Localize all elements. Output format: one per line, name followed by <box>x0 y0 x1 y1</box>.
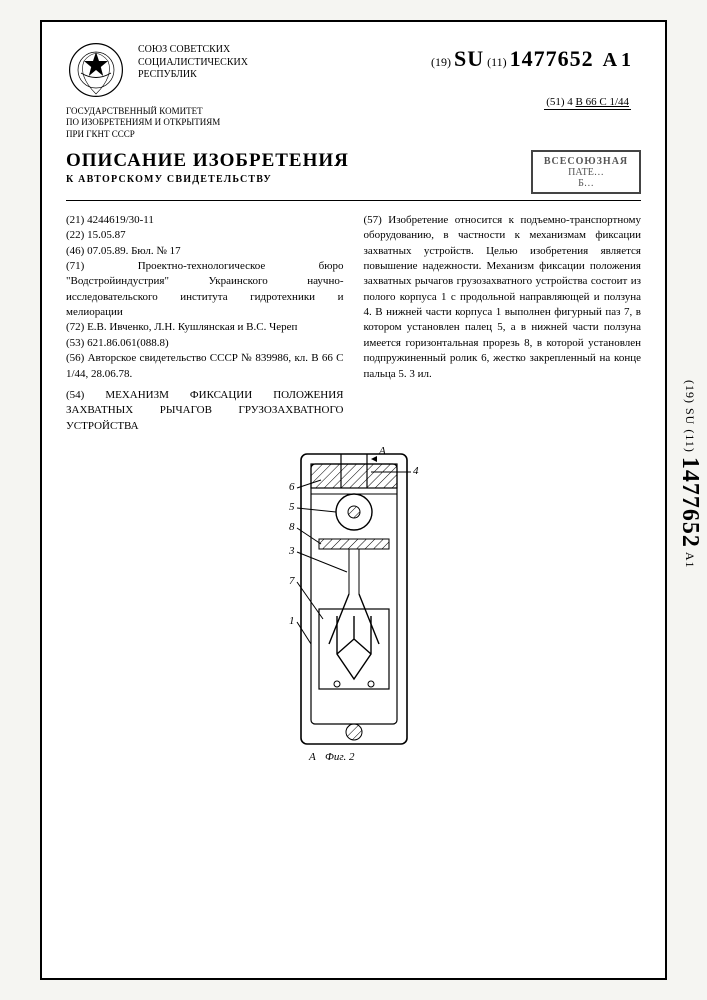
mechanism-diagram-icon: A A Фиг. 2 6 5 8 3 7 1 4 <box>249 444 459 764</box>
cc: SU <box>454 46 484 71</box>
left-column: (21) 4244619/30-11 (22) 15.05.87 (46) 07… <box>66 213 344 434</box>
section-label-bottom: A <box>308 751 316 763</box>
svg-text:4: 4 <box>413 465 419 477</box>
side-pre: (19) SU (11) <box>683 380 697 453</box>
stamp-line: ВСЕСОЮЗНАЯ <box>543 156 629 167</box>
stamp-line: Б… <box>543 178 629 189</box>
field-54: (54) МЕХАНИЗМ ФИКСАЦИИ ПОЛОЖЕНИЯ ЗАХВАТН… <box>66 388 344 434</box>
publication-number: (19) SU (11) 1477652 A 1 <box>431 46 631 72</box>
ipc-classification: (51) 4 B 66 C 1/44 <box>544 96 631 110</box>
ussr-emblem-icon <box>66 40 126 100</box>
side-number: 1477652 <box>677 457 703 548</box>
right-column: (57) Изобретение относится к подъемно-тр… <box>364 213 642 434</box>
svg-text:8: 8 <box>289 521 295 533</box>
kind-code: A 1 <box>603 49 631 71</box>
section-label-top: A <box>378 445 386 457</box>
committee-name: ГОСУДАРСТВЕННЫЙ КОМИТЕТ ПО ИЗОБРЕТЕНИЯМ … <box>66 106 246 140</box>
library-stamp: ВСЕСОЮЗНАЯ ПАТЕ… Б… <box>531 150 641 194</box>
svg-text:7: 7 <box>289 575 295 587</box>
field-53: (53) 621.86.061(088.8) <box>66 336 344 351</box>
country-line: РЕСПУБЛИК <box>138 69 248 82</box>
body-columns: (21) 4244619/30-11 (22) 15.05.87 (46) 07… <box>66 213 641 434</box>
figure: A A Фиг. 2 6 5 8 3 7 1 4 <box>66 444 641 767</box>
committee-line: ПО ИЗОБРЕТЕНИЯМ И ОТКРЫТИЯМ <box>66 117 246 128</box>
field-72: (72) Е.В. Ивченко, Л.Н. Кушлянская и В.С… <box>66 320 344 335</box>
title-block: ОПИСАНИЕ ИЗОБРЕТЕНИЯ К АВТОРСКОМУ СВИДЕТ… <box>66 150 641 201</box>
svg-text:3: 3 <box>288 545 295 557</box>
field-71: (71) Проектно-технологическое бюро "Водс… <box>66 259 344 321</box>
abstract-text: (57) Изобретение относится к подъемно-тр… <box>364 213 642 382</box>
country-name: СОЮЗ СОВЕТСКИХ СОЦИАЛИСТИЧЕСКИХ РЕСПУБЛИ… <box>138 40 248 82</box>
country-line: СОЮЗ СОВЕТСКИХ <box>138 44 248 57</box>
cc-label: (19) <box>431 55 451 69</box>
patent-page: СОЮЗ СОВЕТСКИХ СОЦИАЛИСТИЧЕСКИХ РЕСПУБЛИ… <box>40 20 667 980</box>
no-label: (11) <box>487 55 507 69</box>
stamp-line: ПАТЕ… <box>543 167 629 178</box>
field-22: (22) 15.05.87 <box>66 228 344 243</box>
svg-text:1: 1 <box>289 615 295 627</box>
title-text: ОПИСАНИЕ ИЗОБРЕТЕНИЯ К АВТОРСКОМУ СВИДЕТ… <box>66 150 349 185</box>
figure-caption: Фиг. 2 <box>325 751 355 763</box>
committee-line: ПРИ ГКНТ СССР <box>66 129 246 140</box>
doc-subtitle: К АВТОРСКОМУ СВИДЕТЕЛЬСТВУ <box>66 174 349 185</box>
doc-title: ОПИСАНИЕ ИЗОБРЕТЕНИЯ <box>66 150 349 172</box>
ipc-code: B 66 C 1/44 <box>576 96 629 108</box>
side-publication-number: (19) SU (11) 1477652 A1 <box>676 380 703 569</box>
committee-line: ГОСУДАРСТВЕННЫЙ КОМИТЕТ <box>66 106 246 117</box>
field-56: (56) Авторское свидетельство СССР № 8399… <box>66 351 344 382</box>
country-line: СОЦИАЛИСТИЧЕСКИХ <box>138 57 248 70</box>
field-46: (46) 07.05.89. Бюл. № 17 <box>66 244 344 259</box>
field-21: (21) 4244619/30-11 <box>66 213 344 228</box>
svg-text:6: 6 <box>289 481 295 493</box>
ipc-label: (51) 4 <box>546 96 573 108</box>
doc-number: 1477652 <box>510 46 594 71</box>
side-kind: A1 <box>683 552 697 569</box>
svg-text:5: 5 <box>289 501 295 513</box>
